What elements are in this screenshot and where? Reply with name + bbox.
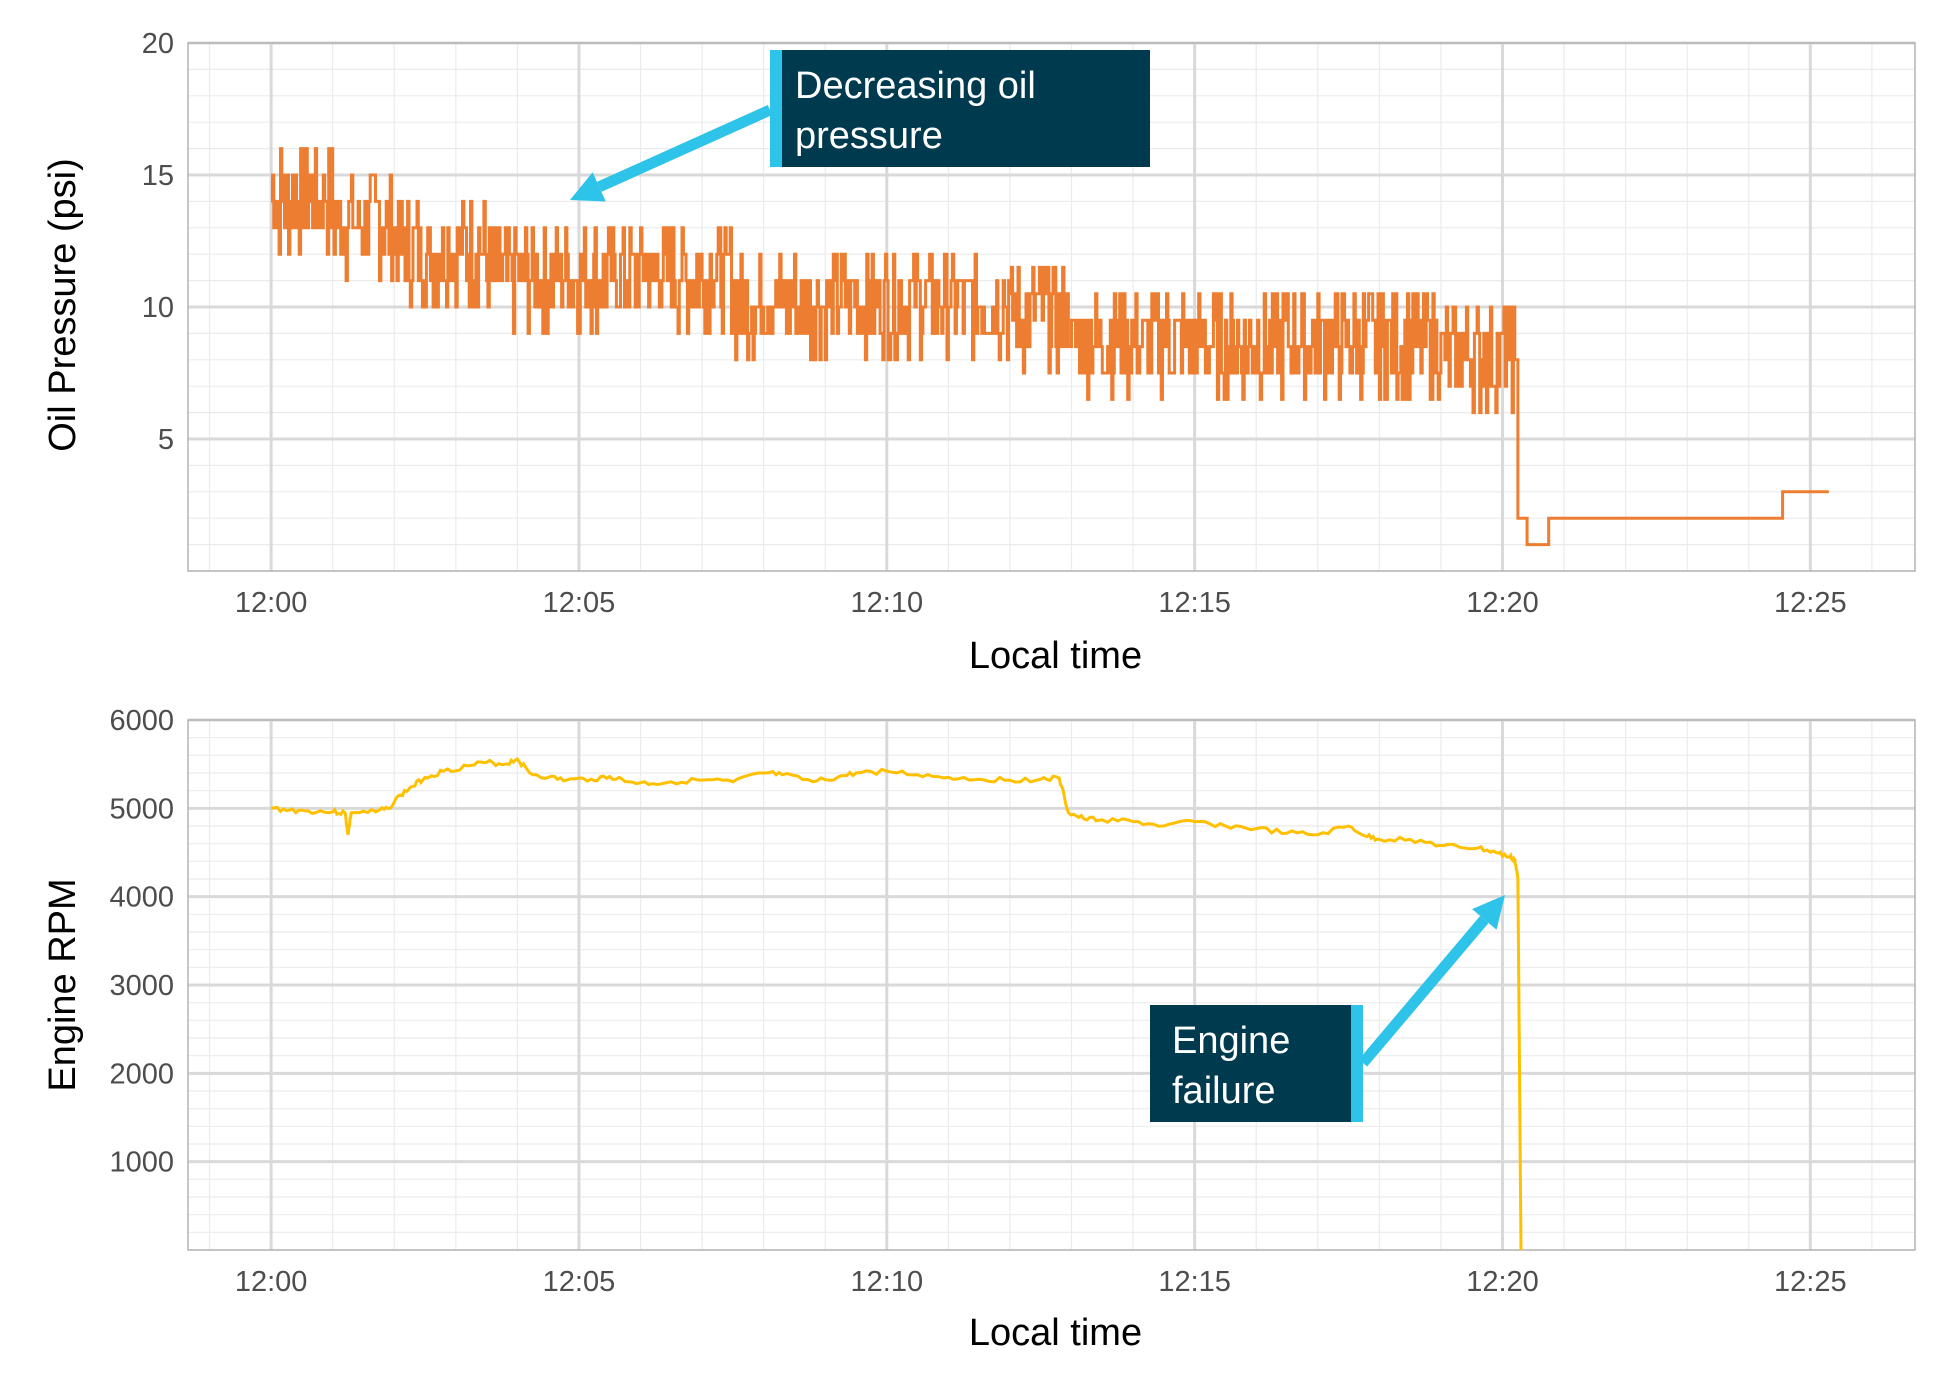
x-axis-title: Local time <box>969 635 1142 677</box>
oil-pressure-line <box>271 147 1829 547</box>
y-tick-label: 1000 <box>109 1147 174 1179</box>
x-tick-label: 12:15 <box>1158 1266 1231 1298</box>
x-tick-label: 12:10 <box>851 1266 924 1298</box>
x-tick-label: 12:20 <box>1466 587 1539 619</box>
y-tick-label: 10 <box>142 292 174 324</box>
y-tick-label: 5000 <box>109 793 174 825</box>
panel-border <box>187 42 1916 572</box>
engine-rpm-panel: 1000 2000 3000 4000 5000 6000 12:00 12:05 12:10 1… <box>42 705 1916 1354</box>
oil-annotation-arrow-shaft <box>596 104 773 192</box>
y-tick-label: 15 <box>142 160 174 192</box>
x-axis-title: Local time <box>969 1312 1142 1354</box>
annotation-accent-bar <box>1351 1005 1363 1122</box>
y-tick-label: 20 <box>142 28 174 60</box>
x-tick-label: 12:15 <box>1158 587 1231 619</box>
oil-pressure-annotation: Decreasing oil pressure <box>770 50 1150 167</box>
annotation-line-2: pressure <box>795 115 943 157</box>
x-tick-label: 12:00 <box>235 587 308 619</box>
engine-rpm-line <box>270 756 1523 1251</box>
y-axis-title: Engine RPM <box>42 878 84 1091</box>
annotation-line-1: Decreasing oil <box>795 65 1036 107</box>
x-tick-label: 12:10 <box>851 587 924 619</box>
x-tick-label: 12:25 <box>1774 587 1847 619</box>
x-tick-label: 12:05 <box>543 587 616 619</box>
y-tick-label: 6000 <box>109 705 174 737</box>
x-tick-label: 12:05 <box>543 1266 616 1298</box>
y-tick-label: 3000 <box>109 970 174 1002</box>
y-tick-label: 2000 <box>109 1058 174 1090</box>
x-tick-label: 12:20 <box>1466 1266 1539 1298</box>
rpm-annotation-arrow-shaft <box>1358 915 1489 1067</box>
y-tick-label: 4000 <box>109 882 174 914</box>
engine-failure-annotation: Engine failure <box>1150 1005 1363 1122</box>
y-axis-title: Oil Pressure (psi) <box>42 158 84 452</box>
x-tick-label: 12:00 <box>235 1266 308 1298</box>
y-tick-label: 5 <box>158 424 174 456</box>
x-tick-label: 12:25 <box>1774 1266 1847 1298</box>
oil-annotation-arrow-head <box>570 172 606 202</box>
rpm-annotation-arrow-head <box>1472 895 1505 930</box>
annotation-line-1: Engine <box>1172 1020 1291 1062</box>
annotation-line-2: failure <box>1172 1070 1276 1112</box>
panel-border <box>187 719 1916 1251</box>
annotation-accent-bar <box>770 50 782 167</box>
